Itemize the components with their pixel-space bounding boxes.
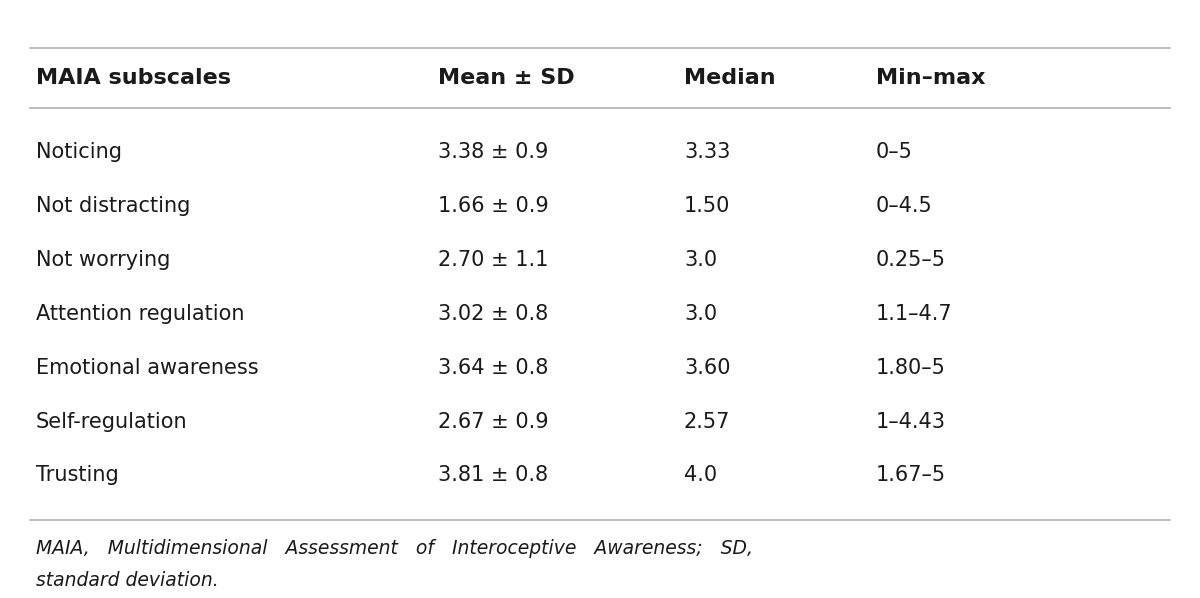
Text: 0–4.5: 0–4.5: [876, 196, 932, 216]
Text: 1.80–5: 1.80–5: [876, 358, 946, 378]
Text: Min–max: Min–max: [876, 68, 985, 88]
Text: Mean ± SD: Mean ± SD: [438, 68, 575, 88]
Text: 4.0: 4.0: [684, 465, 718, 486]
Text: 0.25–5: 0.25–5: [876, 250, 946, 270]
Text: 1.66 ± 0.9: 1.66 ± 0.9: [438, 196, 548, 216]
Text: 3.38 ± 0.9: 3.38 ± 0.9: [438, 142, 548, 163]
Text: Not distracting: Not distracting: [36, 196, 191, 216]
Text: Self-regulation: Self-regulation: [36, 411, 187, 432]
Text: 0–5: 0–5: [876, 142, 913, 163]
Text: standard deviation.: standard deviation.: [36, 570, 218, 590]
Text: 3.02 ± 0.8: 3.02 ± 0.8: [438, 304, 548, 324]
Text: MAIA subscales: MAIA subscales: [36, 68, 230, 88]
Text: 2.67 ± 0.9: 2.67 ± 0.9: [438, 411, 548, 432]
Text: 2.57: 2.57: [684, 411, 731, 432]
Text: Attention regulation: Attention regulation: [36, 304, 245, 324]
Text: 3.33: 3.33: [684, 142, 731, 163]
Text: 1.1–4.7: 1.1–4.7: [876, 304, 953, 324]
Text: Not worrying: Not worrying: [36, 250, 170, 270]
Text: 1–4.43: 1–4.43: [876, 411, 946, 432]
Text: MAIA,   Multidimensional   Assessment   of   Interoceptive   Awareness;   SD,: MAIA, Multidimensional Assessment of Int…: [36, 539, 754, 559]
Text: 3.64 ± 0.8: 3.64 ± 0.8: [438, 358, 548, 378]
Text: Trusting: Trusting: [36, 465, 119, 486]
Text: 2.70 ± 1.1: 2.70 ± 1.1: [438, 250, 548, 270]
Text: Median: Median: [684, 68, 775, 88]
Text: 1.50: 1.50: [684, 196, 731, 216]
Text: Noticing: Noticing: [36, 142, 122, 163]
Text: 3.0: 3.0: [684, 304, 718, 324]
Text: 3.0: 3.0: [684, 250, 718, 270]
Text: Emotional awareness: Emotional awareness: [36, 358, 259, 378]
Text: 3.81 ± 0.8: 3.81 ± 0.8: [438, 465, 548, 486]
Text: 3.60: 3.60: [684, 358, 731, 378]
Text: 1.67–5: 1.67–5: [876, 465, 946, 486]
